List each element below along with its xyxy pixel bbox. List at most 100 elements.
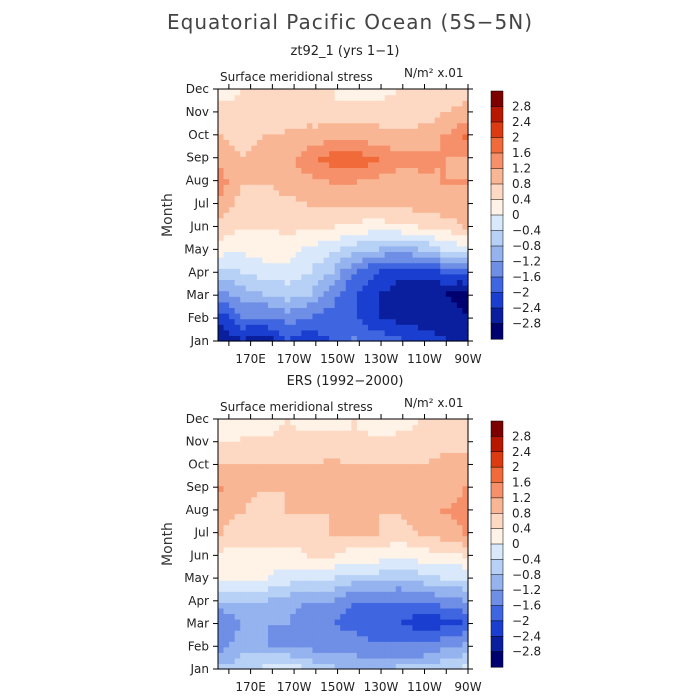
heatmap-cell: [223, 100, 230, 107]
heatmap-cell: [295, 313, 302, 320]
heatmap-cell: [379, 324, 386, 331]
heatmap-cell: [318, 201, 325, 208]
heatmap-cell: [323, 273, 330, 280]
heatmap-cell: [279, 585, 286, 592]
heatmap-cell: [295, 273, 302, 280]
heatmap-cell: [318, 652, 325, 659]
heatmap-cell: [401, 94, 408, 101]
heatmap-cell: [351, 624, 358, 631]
heatmap-cell: [218, 430, 225, 437]
heatmap-cell: [279, 279, 286, 286]
colorbar-label: 0.4: [512, 193, 531, 207]
heatmap-cell: [323, 635, 330, 642]
heatmap-cell: [356, 329, 364, 336]
heatmap-cell: [251, 117, 258, 124]
heatmap-cell: [462, 585, 469, 592]
heatmap-cell: [390, 469, 397, 476]
heatmap-cell: [251, 111, 258, 118]
heatmap-cell: [395, 602, 402, 609]
heatmap-cell: [362, 279, 369, 286]
heatmap-cell: [412, 195, 419, 202]
heatmap-cell: [306, 133, 314, 140]
heatmap-cell: [229, 485, 236, 492]
heatmap-cell: [262, 635, 269, 642]
heatmap-cell: [456, 240, 464, 247]
heatmap-cell: [395, 657, 402, 665]
heatmap-cell: [223, 519, 230, 526]
heatmap-cell: [218, 463, 225, 470]
heatmap-cell: [273, 441, 280, 448]
heatmap-cell: [229, 111, 236, 118]
heatmap-cell: [390, 646, 397, 653]
heatmap-cell: [340, 574, 347, 581]
heatmap-cell: [306, 513, 314, 520]
heatmap-cell: [273, 646, 280, 653]
heatmap-cell: [451, 457, 458, 465]
heatmap-cell: [234, 513, 241, 520]
heatmap-cell: [440, 111, 447, 118]
heatmap-cell: [434, 446, 441, 453]
heatmap-cell: [301, 240, 308, 247]
heatmap-cell: [440, 178, 447, 185]
heatmap-cell: [290, 424, 297, 431]
heatmap-cell: [262, 663, 269, 670]
heatmap-cell: [234, 318, 241, 325]
heatmap-cell: [368, 591, 375, 598]
heatmap-cell: [456, 552, 464, 559]
heatmap-cell: [345, 301, 352, 308]
heatmap-cell: [229, 596, 236, 603]
heatmap-cell: [312, 324, 319, 331]
heatmap-cell: [351, 128, 358, 135]
heatmap-cell: [379, 128, 386, 135]
heatmap-cell: [312, 178, 319, 185]
heatmap-cell: [301, 122, 308, 129]
heatmap-cell: [256, 524, 264, 531]
heatmap-cell: [440, 173, 447, 180]
heatmap-cell: [290, 329, 297, 336]
heatmap-cell: [401, 574, 408, 581]
heatmap-cell: [418, 184, 425, 191]
heatmap-cell: [323, 457, 330, 465]
heatmap-cell: [429, 133, 436, 140]
heatmap-cell: [240, 446, 247, 453]
heatmap-cell: [329, 585, 336, 592]
heatmap-cell: [390, 329, 397, 336]
heatmap-cell: [412, 324, 419, 331]
heatmap-cell: [251, 491, 258, 498]
heatmap-cell: [445, 117, 452, 124]
heatmap-cell: [218, 150, 225, 157]
heatmap-cell: [445, 419, 452, 426]
heatmap-cell: [240, 195, 247, 202]
heatmap-cell: [384, 217, 391, 224]
heatmap-cell: [451, 94, 458, 101]
heatmap-cell: [445, 161, 452, 168]
heatmap-cell: [340, 524, 347, 531]
heatmap-cell: [240, 563, 247, 570]
heatmap-cell: [445, 133, 452, 140]
heatmap-cell: [329, 156, 336, 163]
heatmap-cell: [412, 184, 419, 191]
heatmap-cell: [229, 273, 236, 280]
heatmap-cell: [412, 585, 419, 592]
heatmap-cell: [445, 552, 452, 559]
heatmap-cell: [284, 569, 291, 576]
heatmap-cell: [351, 541, 358, 548]
heatmap-cell: [240, 474, 247, 481]
heatmap-cell: [429, 424, 436, 431]
heatmap-cell: [406, 117, 414, 124]
heatmap-cell: [318, 519, 325, 526]
heatmap-cell: [295, 324, 302, 331]
heatmap-cell: [306, 329, 314, 336]
heatmap-cell: [406, 557, 414, 565]
heatmap-cell: [451, 663, 458, 670]
heatmap-cell: [229, 446, 236, 453]
heatmap-cell: [406, 641, 414, 648]
heatmap-cell: [306, 307, 314, 314]
heatmap-cell: [251, 624, 258, 631]
heatmap-cell: [295, 184, 302, 191]
heatmap-cell: [245, 602, 252, 609]
heatmap-cell: [256, 313, 264, 320]
heatmap-cell: [418, 602, 425, 609]
heatmap-cell: [240, 206, 247, 213]
heatmap-cell: [351, 223, 358, 230]
